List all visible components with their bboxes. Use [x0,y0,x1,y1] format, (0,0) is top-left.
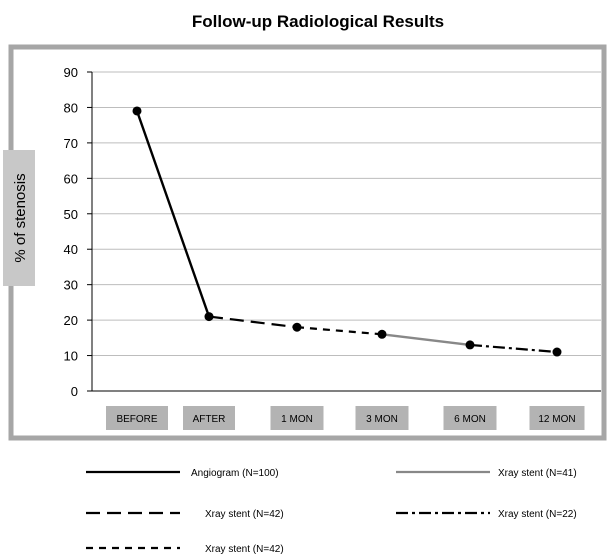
legend: Angiogram (N=100) Xray stent (N=41) Xray s… [86,468,577,555]
x-tick-label: 3 MON [366,414,398,425]
x-category-box [106,406,168,430]
series-line-3 [469,343,558,354]
legend-label: Xray stent (N=42) [205,509,284,520]
y-axis-label-bg [3,150,35,286]
x-tick-label: 12 MON [538,414,575,425]
data-point [552,347,562,357]
y-tick-label: 70 [64,136,78,151]
data-point [132,106,142,116]
y-axis-label-box: % of stenosis [3,150,35,286]
series-lines [135,110,558,354]
series-line-2 [208,315,298,329]
y-axis-ticks: 0 10 20 30 40 50 60 70 80 90 [64,65,92,399]
legend-label: Xray stent (N=42) [205,544,284,555]
x-category-box [443,406,497,430]
x-tick-label: 6 MON [454,414,486,425]
series-line-0 [135,110,211,317]
y-tick-label: 50 [64,207,78,222]
x-tick-label: BEFORE [116,414,157,425]
x-tick-label: 1 MON [281,414,313,425]
data-point [204,312,214,322]
gridlines [92,71,601,357]
series-line-4 [296,326,383,336]
legend-label: Xray stent (N=41) [498,468,577,479]
x-category-box [183,406,235,430]
y-tick-label: 40 [64,242,78,257]
x-category-box [529,406,585,430]
x-category-box [270,406,324,430]
data-points [132,106,562,357]
y-tick-label: 90 [64,65,78,80]
series-line-1 [381,333,471,347]
legend-label: Xray stent (N=22) [498,509,577,520]
y-tick-label: 0 [71,384,78,399]
x-tick-label: AFTER [193,414,226,425]
chart-title: Follow-up Radiological Results [192,12,444,31]
y-tick-label: 10 [64,349,78,364]
y-tick-label: 30 [64,278,78,293]
y-tick-label: 20 [64,313,78,328]
data-point [465,340,475,350]
x-category-box [355,406,409,430]
x-axis-categories: BEFORE AFTER 1 MON 3 MON 6 MON 12 MON [106,406,585,430]
chart-frame [8,44,607,441]
data-point [377,329,387,339]
legend-label: Angiogram (N=100) [191,468,279,479]
y-axis-label: % of stenosis [12,173,29,262]
data-point [292,322,302,332]
y-tick-label: 60 [64,171,78,186]
y-tick-label: 80 [64,100,78,115]
